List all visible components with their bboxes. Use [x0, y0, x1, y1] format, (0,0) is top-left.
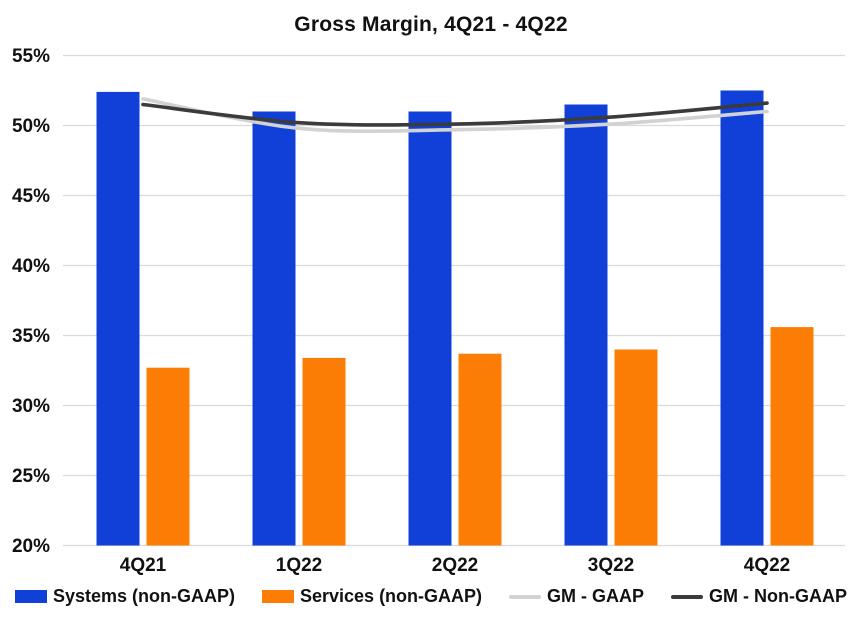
x-tick-label-2Q22: 2Q22: [432, 555, 478, 576]
line-gm-gaap: [141, 97, 769, 134]
legend-swatch-services: [262, 590, 294, 603]
x-tick-label-4Q22: 4Q22: [744, 555, 790, 576]
line-gm-non-gaap: [141, 101, 769, 127]
y-tick-label-30: 30%: [12, 396, 50, 417]
y-tick-label-50: 50%: [12, 116, 50, 137]
bar-systems-non-gaap--3Q22: [564, 104, 608, 546]
bar-systems-non-gaap--1Q22: [252, 111, 296, 546]
legend-swatch-systems: [14, 590, 47, 603]
y-tick-label-35: 35%: [12, 326, 50, 347]
x-tick-label-1Q22: 1Q22: [276, 555, 322, 576]
y-tick-label-45: 45%: [12, 186, 50, 207]
bar-services-non-gaap--2Q22: [458, 353, 502, 546]
legend-item-gm-non-gaap: GM - Non-GAAP: [671, 586, 847, 607]
bar-systems-non-gaap--2Q22: [408, 111, 452, 546]
bar-systems-non-gaap--4Q21: [96, 91, 140, 546]
chart-plot-area: 20% 25% 30% 35% 40% 45% 50% 55% 4Q21 1Q22 2Q22 3Q22…: [12, 46, 845, 576]
legend-label-gm-gaap: GM - GAAP: [547, 586, 645, 606]
legend-label-gm-non-gaap: GM - Non-GAAP: [709, 586, 848, 606]
bar-services-non-gaap--1Q22: [302, 357, 346, 546]
y-tick-label-25: 25%: [12, 466, 50, 487]
bar-services-non-gaap--4Q21: [146, 367, 190, 546]
legend-item-systems: Systems (non-GAAP): [14, 586, 235, 607]
legend-item-services: Services (non-GAAP): [262, 586, 482, 607]
legend-swatch-gm-non-gaap: [671, 594, 704, 599]
bar-services-non-gaap--4Q22: [770, 327, 814, 546]
x-tick-label-4Q21: 4Q21: [120, 555, 167, 576]
y-tick-label-40: 40%: [12, 256, 50, 277]
y-tick-label-55: 55%: [12, 46, 50, 67]
y-tick-label-20: 20%: [12, 536, 50, 557]
legend-item-gm-gaap: GM - GAAP: [509, 586, 644, 607]
legend-label-systems: Systems (non-GAAP): [52, 586, 235, 606]
legend-label-services: Services (non-GAAP): [300, 586, 483, 606]
chart-legend: Systems (non-GAAP) Services (non-GAAP) G…: [0, 586, 862, 607]
bar-services-non-gaap--3Q22: [614, 349, 658, 546]
bar-systems-non-gaap--4Q22: [720, 90, 764, 546]
chart-title: Gross Margin, 4Q21 - 4Q22: [294, 13, 568, 36]
x-tick-label-3Q22: 3Q22: [588, 555, 634, 576]
legend-swatch-gm-gaap: [509, 594, 542, 599]
